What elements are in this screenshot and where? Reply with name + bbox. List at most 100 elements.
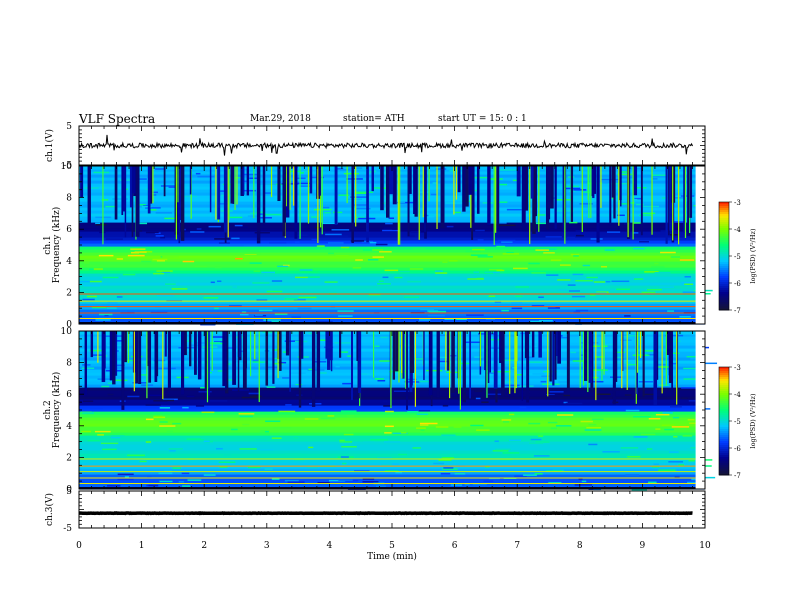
spectrum-speckle	[382, 229, 400, 232]
spectrum-speckle	[264, 192, 271, 194]
sferic-streak	[530, 166, 534, 199]
spectrum-speckle	[416, 427, 426, 429]
sferic-streak	[459, 331, 461, 410]
spectrum-speckle	[549, 391, 564, 393]
colorbar-label: log(PSD) (V²/Hz)	[749, 393, 757, 448]
colorbar-segment	[719, 300, 729, 303]
sferic-streak	[554, 331, 557, 380]
spectrum-speckle	[651, 466, 660, 468]
x-tick-label: 1	[139, 541, 145, 551]
sferic-streak	[486, 331, 488, 398]
sferic-streak	[495, 166, 497, 233]
colorbar-segment	[719, 445, 729, 448]
spectrum-band	[79, 477, 705, 481]
spectrum-speckle	[687, 418, 695, 421]
spectrum-speckle	[155, 235, 164, 237]
sferic-streak	[225, 331, 227, 390]
sferic-streak	[133, 331, 135, 392]
spectrum-speckle	[347, 355, 352, 357]
spectrum-speckle	[647, 288, 662, 291]
spectrum-speckle	[295, 234, 308, 237]
sferic-streak	[470, 166, 472, 228]
spectrum-speckle	[668, 461, 684, 463]
spectrum-speckle	[285, 259, 291, 261]
spectrum-speckle	[395, 471, 403, 474]
spectrum-speckle	[162, 271, 171, 273]
colorbar-segment	[719, 210, 729, 213]
spectrum-speckle	[324, 281, 338, 283]
spectrum-speckle	[702, 408, 711, 410]
spectrum-band	[79, 252, 705, 256]
spectrum-speckle	[586, 297, 597, 300]
spectrum-speckle	[485, 466, 490, 468]
colorbar-segment	[719, 449, 729, 452]
colorbar-segment	[719, 405, 729, 408]
spectrum-speckle	[232, 389, 250, 391]
spectrum-speckle	[419, 422, 438, 425]
spectrum-speckle	[343, 433, 354, 436]
spectrum-band	[79, 432, 705, 436]
spectrum-speckle	[153, 272, 165, 275]
spectrum-speckle	[324, 211, 332, 214]
sferic-streak	[289, 331, 291, 392]
spectrum-speckle	[453, 426, 462, 428]
spectrum-band	[79, 474, 705, 478]
sferic-streak	[189, 331, 192, 367]
spectrum-speckle	[385, 410, 394, 413]
spectrum-band	[79, 306, 705, 310]
spectrum-speckle	[265, 420, 281, 423]
spectrum-speckle	[232, 286, 238, 288]
sferic-streak	[277, 331, 279, 379]
sferic-streak	[529, 166, 531, 245]
sferic-streak	[204, 331, 208, 391]
spectrum-speckle	[289, 372, 306, 374]
spectrum-band	[79, 270, 705, 274]
spectrum-speckle	[93, 171, 110, 174]
sferic-streak	[317, 166, 319, 243]
sferic-streak	[428, 166, 430, 202]
sferic-streak	[414, 331, 417, 407]
colorbar-tick-label: -3	[734, 364, 741, 372]
spectrum-speckle	[385, 222, 393, 225]
spectrum-speckle	[284, 479, 299, 482]
colorbar-segment	[719, 244, 729, 247]
sferic-streak	[579, 331, 581, 388]
spectrum-speckle	[145, 207, 161, 209]
x-tick-label: 9	[640, 541, 646, 551]
spectrum-band	[79, 372, 705, 376]
spectrum-speckle	[444, 318, 455, 320]
spectrum-speckle	[681, 387, 698, 389]
sferic-streak	[509, 331, 511, 394]
sferic-streak	[146, 331, 149, 367]
spectrum-speckle	[241, 311, 247, 313]
spectrum-speckle	[580, 420, 593, 423]
spectrum-speckle	[440, 472, 451, 475]
sferic-streak	[524, 166, 529, 211]
colorbar-segment	[719, 206, 729, 209]
colorbar-segment	[719, 214, 729, 217]
sferic-streak	[668, 331, 673, 384]
spectrum-speckle	[426, 369, 443, 372]
spectrum-speckle	[342, 462, 347, 465]
sferic-streak	[455, 166, 458, 200]
spectrum-speckle	[294, 437, 299, 439]
spectrum-speckle	[604, 284, 614, 287]
spectrum-speckle	[511, 302, 523, 304]
spectrum-speckle	[683, 367, 697, 370]
spectrum-speckle	[317, 481, 330, 484]
sferic-streak	[392, 166, 397, 205]
spectrum-speckle	[496, 245, 506, 248]
spectrum-speckle	[515, 286, 529, 288]
spectrum-speckle	[255, 439, 268, 441]
spectrum-speckle	[611, 280, 630, 283]
spectrum-speckle	[308, 446, 314, 449]
spectrum-speckle	[263, 213, 281, 216]
spectrum-speckle	[384, 432, 392, 434]
sferic-streak	[131, 166, 136, 194]
spectrum-speckle	[660, 251, 676, 254]
spectrum-speckle	[155, 168, 166, 170]
y-tick-label: 2	[66, 288, 72, 298]
spectrum-speckle	[634, 197, 642, 200]
colorbar-segment	[719, 463, 729, 466]
sferic-streak	[321, 166, 323, 235]
